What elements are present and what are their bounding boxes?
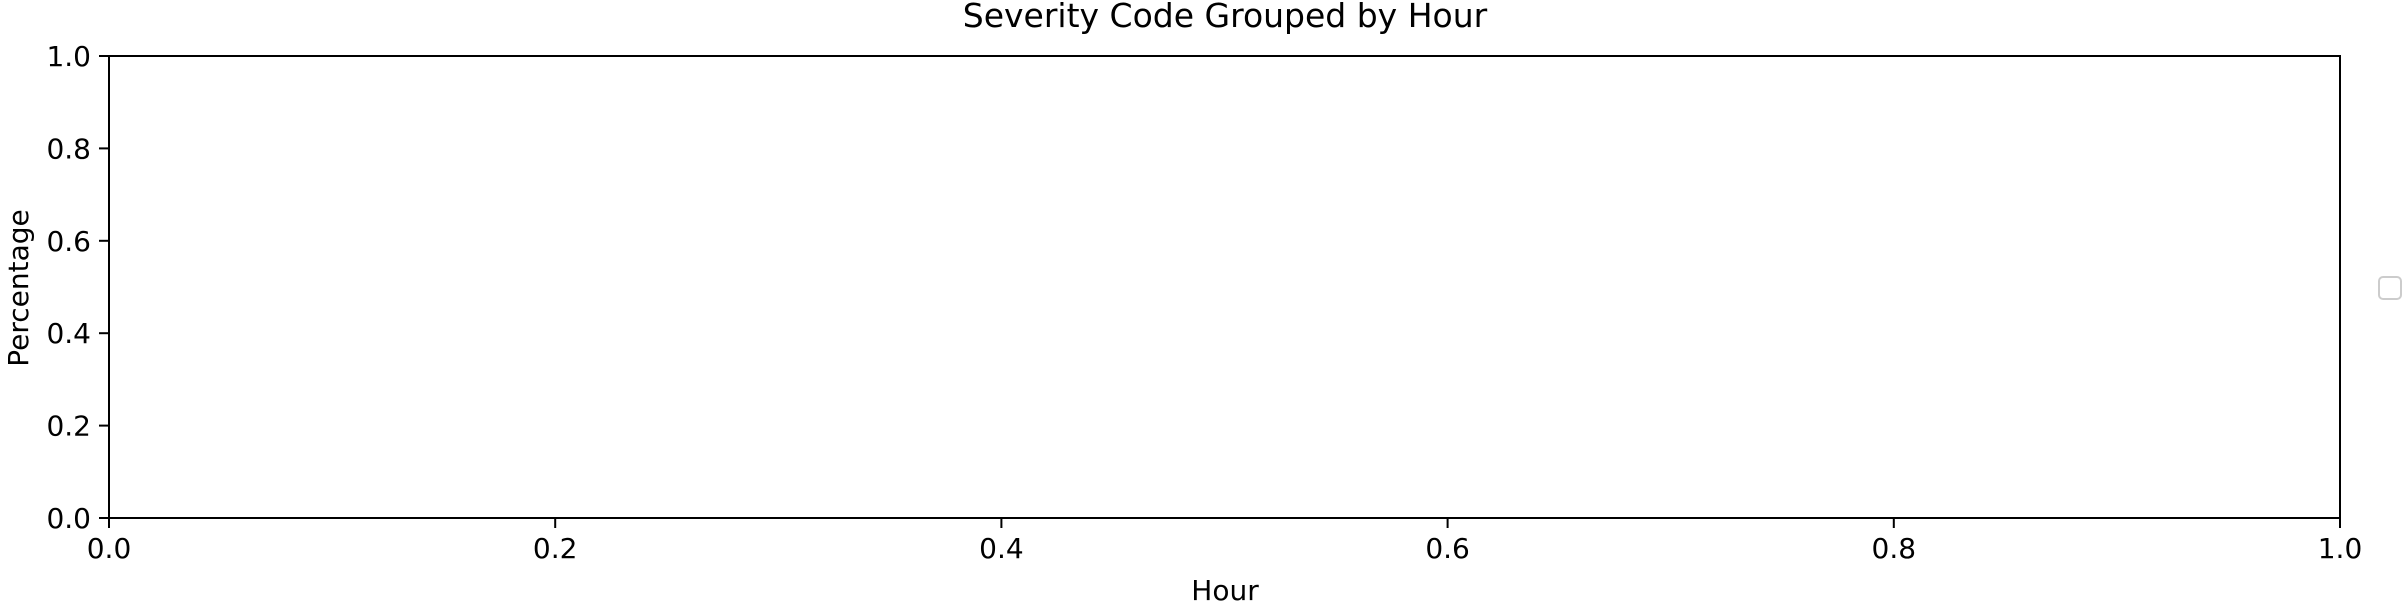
x-tick-label: 0.4 (979, 532, 1024, 565)
y-tick-label: 0.4 (46, 317, 91, 350)
x-axis-label: Hour (1191, 574, 1259, 607)
y-tick-label: 0.0 (46, 502, 91, 535)
x-tick-label: 0.8 (1872, 532, 1917, 565)
legend-box (2378, 276, 2402, 300)
y-tick-label: 0.8 (46, 132, 91, 165)
y-tick-label: 1.0 (46, 40, 91, 73)
x-tick-label: 0.0 (87, 532, 132, 565)
y-axis-ticks: 0.0 0.2 0.4 0.6 0.8 1.0 (46, 40, 109, 535)
x-tick-label: 0.2 (533, 532, 578, 565)
y-axis-label: Percentage (2, 209, 35, 367)
chart-title: Severity Code Grouped by Hour (963, 0, 1488, 35)
x-tick-label: 0.6 (1425, 532, 1470, 565)
y-tick-label: 0.6 (46, 225, 91, 258)
y-tick-label: 0.2 (46, 410, 91, 443)
x-axis-ticks: 0.0 0.2 0.4 0.6 0.8 1.0 (87, 518, 2363, 565)
x-tick-label: 1.0 (2318, 532, 2363, 565)
plot-area-frame (108, 55, 2341, 519)
